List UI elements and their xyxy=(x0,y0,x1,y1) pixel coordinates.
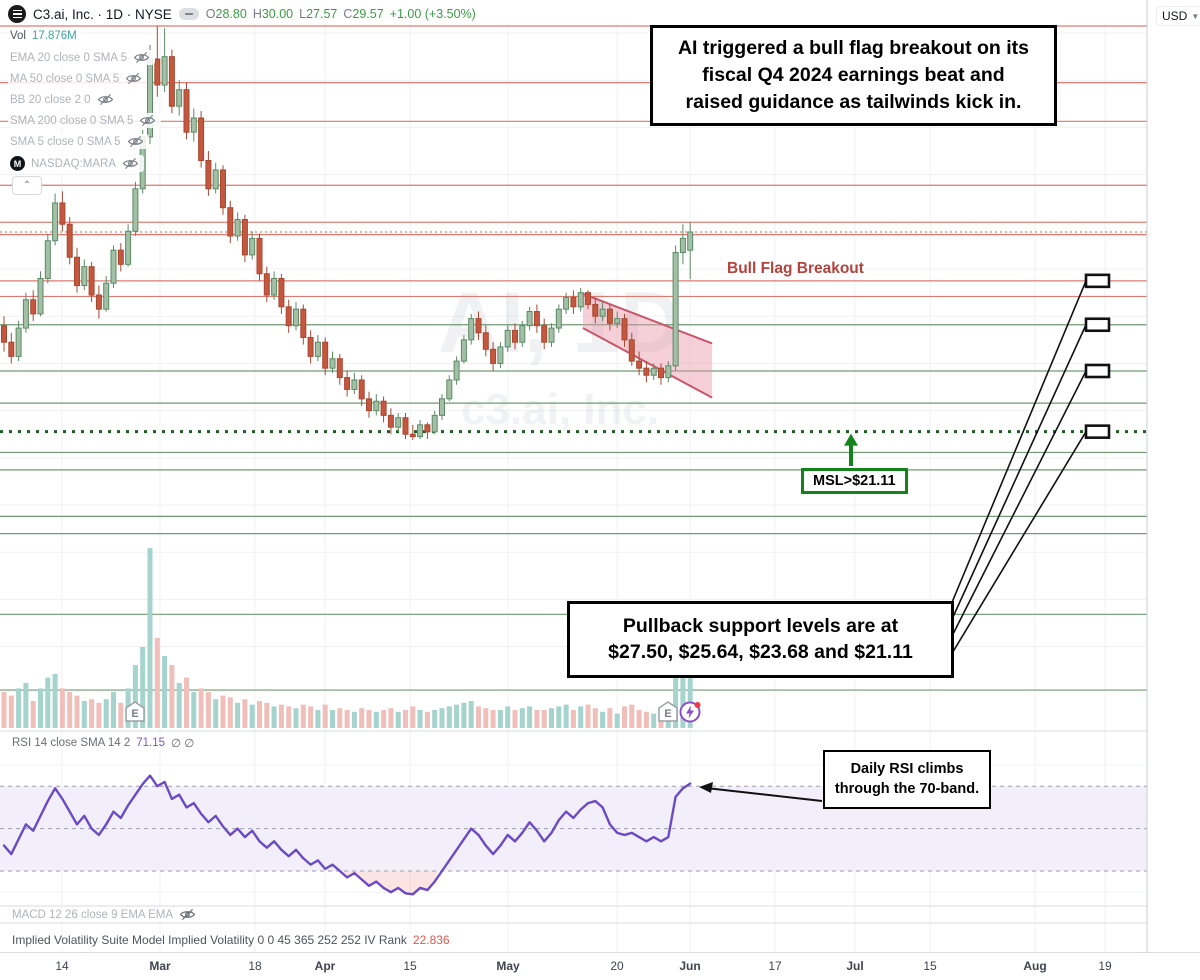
symbol-title[interactable]: C3.ai, Inc. · 1D · NYSE xyxy=(33,6,172,22)
msl-annotation[interactable]: MSL>$21.11 xyxy=(801,468,908,494)
legend-compare-mara[interactable]: M NASDAQ:MARA xyxy=(8,155,144,172)
legend-volume[interactable]: Vol 17.876M xyxy=(8,29,82,43)
legend-ma50[interactable]: MA 50 close 0 SMA 5 xyxy=(8,71,148,86)
time-tick: Jul xyxy=(846,959,864,973)
eye-off-icon[interactable] xyxy=(139,114,156,127)
svg-text:E: E xyxy=(132,708,139,720)
ohlc-readout: O28.80 H30.00 L27.57 C29.57 +1.00 (+3.50… xyxy=(205,7,476,21)
svg-text:c3.ai, Inc.: c3.ai, Inc. xyxy=(461,385,659,434)
pullback-annotation[interactable]: Pullback support levels are at $27.50, $… xyxy=(567,601,954,678)
legend-ema20[interactable]: EMA 20 close 0 SMA 5 xyxy=(8,50,155,65)
time-tick: 15 xyxy=(403,959,417,973)
time-tick: Aug xyxy=(1023,959,1047,973)
legend-bb20[interactable]: BB 20 close 2 0 xyxy=(8,92,119,107)
caret-down-icon: ▼ xyxy=(1191,11,1200,21)
earnings-icon[interactable]: E xyxy=(657,701,679,723)
eye-off-icon[interactable] xyxy=(125,72,142,85)
symbol-logo-icon xyxy=(8,5,26,23)
iv-rank-value: 22.836 xyxy=(412,933,450,947)
rsi-note-annotation[interactable]: Daily RSI climbs through the 70-band. xyxy=(823,750,991,809)
time-tick: Apr xyxy=(314,959,336,973)
time-tick: 15 xyxy=(923,959,937,973)
volume-value: 17.876M xyxy=(32,30,77,42)
legend-sma5[interactable]: SMA 5 close 0 SMA 5 xyxy=(8,134,149,149)
time-tick: May xyxy=(496,959,520,973)
headline-annotation[interactable]: AI triggered a bull flag breakout on its… xyxy=(650,25,1057,126)
time-tick: Jun xyxy=(679,959,701,973)
price-axis[interactable]: 38.0036.0034.0032.0030.0028.0026.0024.00… xyxy=(1148,0,1200,980)
legend-collapse-button[interactable]: ⌃ xyxy=(12,176,42,195)
symbol-header: C3.ai, Inc. · 1D · NYSE O28.80 H30.00 L2… xyxy=(8,5,476,23)
rsi-legend[interactable]: RSI 14 close SMA 14 2 71.15 ∅ ∅ xyxy=(8,736,199,750)
macd-legend[interactable]: MACD 12 26 close 9 EMA EMA xyxy=(8,908,201,921)
currency-selector[interactable]: USD ▼ xyxy=(1156,6,1200,26)
eye-off-icon[interactable] xyxy=(133,51,150,64)
time-tick: 17 xyxy=(768,959,782,973)
time-tick: 20 xyxy=(610,959,624,973)
earnings-icon[interactable]: E xyxy=(124,701,146,723)
market-status-icon[interactable] xyxy=(178,8,199,20)
eye-off-icon[interactable] xyxy=(179,908,196,921)
change-value: +1.00 (+3.50%) xyxy=(389,7,476,21)
lightning-icon[interactable] xyxy=(679,701,701,723)
time-tick: 18 xyxy=(248,959,262,973)
time-tick: 14 xyxy=(55,959,69,973)
time-tick: 19 xyxy=(1098,959,1112,973)
legend-sma200[interactable]: SMA 200 close 0 SMA 5 xyxy=(8,113,162,128)
volume-label: Vol xyxy=(10,30,26,42)
bull-flag-label[interactable]: Bull Flag Breakout xyxy=(727,260,864,277)
mara-badge-icon: M xyxy=(10,156,25,171)
eye-off-icon[interactable] xyxy=(97,93,114,106)
eye-off-icon[interactable] xyxy=(122,157,139,170)
time-tick: Mar xyxy=(149,959,171,973)
time-axis[interactable]: 14 Mar 18 Apr 15 May 20 Jun 17 Jul 15 Aug 19 xyxy=(0,952,1200,980)
rsi-value: 71.15 xyxy=(136,737,166,749)
svg-text:E: E xyxy=(665,708,672,720)
eye-off-icon[interactable] xyxy=(127,135,144,148)
iv-legend[interactable]: Implied Volatility Suite Model Implied V… xyxy=(8,933,454,947)
